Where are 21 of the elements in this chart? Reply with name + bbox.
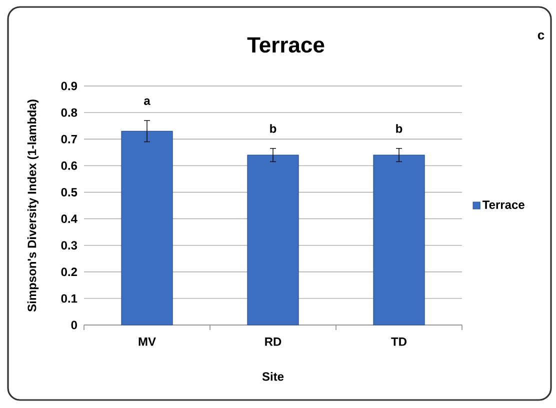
- x-tick-label: TD: [391, 338, 406, 346]
- x-axis-title: Site: [262, 372, 284, 381]
- y-tick-label: 0.1: [61, 294, 78, 303]
- legend-label: Terrace: [482, 200, 524, 209]
- y-tick-label: 0.3: [61, 241, 78, 250]
- x-tick-label: MV: [138, 338, 156, 346]
- y-tick-label: 0.9: [61, 82, 78, 90]
- text: c: [538, 32, 544, 40]
- annotation: b: [270, 124, 276, 133]
- y-tick-label: 0.6: [61, 161, 78, 170]
- y-tick-label: 0: [71, 320, 77, 330]
- y-tick-label: 0.2: [61, 268, 77, 276]
- y-axis-title: Simpson's Diversity Index (1-lambda): [27, 100, 39, 312]
- annotation: b: [396, 124, 402, 133]
- y-tick-label: 0.4: [61, 214, 78, 224]
- chart-title: Terrace: [247, 37, 324, 53]
- x-tick-label: RD: [265, 338, 282, 346]
- y-tick-label: 0.7: [61, 134, 77, 144]
- y-tick-label: 0.5: [61, 188, 78, 196]
- annotation: a: [144, 98, 150, 105]
- y-tick-label: 0.8: [61, 108, 78, 117]
